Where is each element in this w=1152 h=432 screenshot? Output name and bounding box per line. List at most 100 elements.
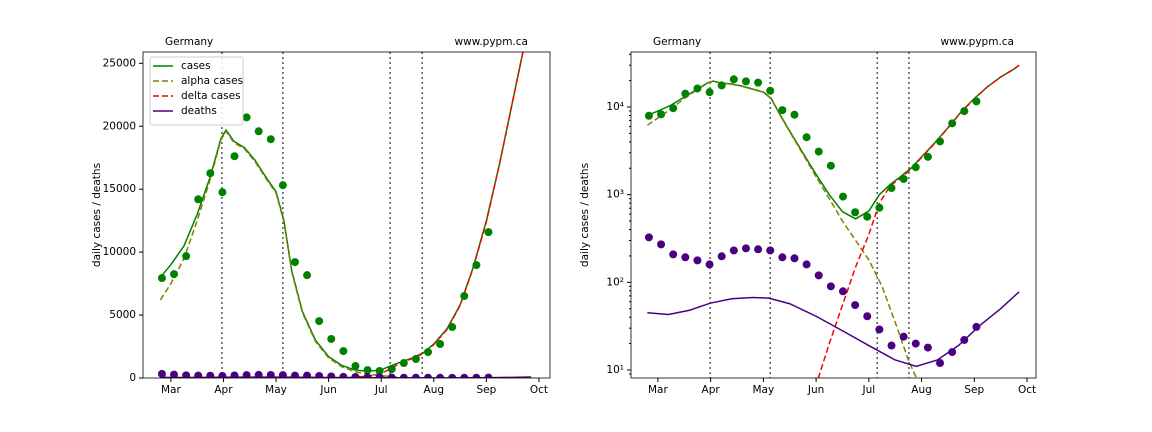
title-right: www.pypm.ca bbox=[941, 36, 1014, 48]
data-point bbox=[375, 366, 384, 375]
data-point bbox=[826, 282, 835, 291]
data-point bbox=[838, 287, 847, 296]
data-point bbox=[681, 89, 690, 98]
data-point bbox=[657, 110, 666, 119]
x-tick-label: Jun bbox=[807, 384, 824, 396]
y-tick-label: 10² bbox=[606, 276, 624, 288]
data-point bbox=[826, 161, 835, 170]
data-point bbox=[399, 373, 408, 378]
data-point bbox=[875, 203, 884, 212]
panel: Mar Apr May Jun Jul Aug Sep Oct 0 5000 10000 15000 2… bbox=[91, 36, 551, 396]
data-point bbox=[266, 135, 275, 144]
x-tick-label: Aug bbox=[424, 384, 445, 396]
data-point bbox=[911, 163, 920, 172]
data-point bbox=[327, 334, 336, 343]
data-point bbox=[363, 366, 372, 375]
data-point bbox=[436, 373, 445, 378]
series-line bbox=[646, 80, 918, 378]
data-point bbox=[802, 133, 811, 142]
data-point bbox=[741, 77, 750, 86]
legend-label: alpha cases bbox=[181, 75, 243, 87]
data-point bbox=[936, 359, 945, 368]
y-tick-label: 15000 bbox=[103, 183, 136, 195]
data-point bbox=[754, 245, 763, 254]
data-point bbox=[460, 292, 469, 301]
data-point bbox=[484, 373, 493, 378]
data-point bbox=[424, 348, 433, 357]
y-tick-label: 10⁴ bbox=[606, 101, 624, 113]
data-point bbox=[327, 372, 336, 378]
x-tick-label: Mar bbox=[648, 384, 668, 396]
data-point bbox=[387, 373, 396, 378]
data-point bbox=[729, 246, 738, 255]
data-point bbox=[351, 362, 360, 371]
y-tick-label: 0 bbox=[129, 372, 136, 384]
y-tick-label: 10000 bbox=[103, 246, 136, 258]
data-point bbox=[290, 371, 299, 378]
data-point bbox=[923, 152, 932, 161]
data-point bbox=[315, 317, 324, 326]
data-point bbox=[278, 181, 287, 190]
data-point bbox=[766, 246, 775, 255]
legend-label: deaths bbox=[181, 105, 217, 117]
data-point bbox=[206, 169, 215, 178]
data-point bbox=[960, 107, 969, 116]
data-point bbox=[838, 192, 847, 201]
title-left: Germany bbox=[165, 36, 213, 48]
legend-label: cases bbox=[181, 60, 211, 72]
data-point bbox=[887, 184, 896, 193]
x-tick-label: May bbox=[753, 384, 775, 396]
data-point bbox=[472, 373, 481, 378]
data-point bbox=[814, 271, 823, 280]
data-point bbox=[436, 340, 445, 349]
data-point bbox=[717, 252, 726, 261]
data-point bbox=[484, 228, 493, 237]
data-point bbox=[766, 86, 775, 95]
data-point bbox=[851, 301, 860, 310]
data-point bbox=[182, 371, 191, 378]
data-point bbox=[218, 371, 227, 378]
plot-area bbox=[157, 52, 532, 378]
data-point bbox=[351, 373, 360, 378]
x-tick-label: Jul bbox=[374, 384, 388, 396]
data-point bbox=[290, 258, 299, 267]
data-point bbox=[729, 75, 738, 84]
data-point bbox=[363, 373, 372, 378]
axes-frame bbox=[142, 51, 551, 379]
x-tick-label: Jul bbox=[861, 384, 875, 396]
data-point bbox=[693, 84, 702, 93]
data-point bbox=[448, 323, 457, 332]
data-point bbox=[972, 322, 981, 331]
data-point bbox=[644, 233, 653, 242]
data-point bbox=[242, 371, 251, 378]
x-tick-label: Apr bbox=[214, 384, 233, 396]
data-point bbox=[693, 256, 702, 265]
plot-area bbox=[644, 64, 1020, 378]
legend-label: delta cases bbox=[181, 90, 241, 102]
x-tick-label: Oct bbox=[1018, 384, 1036, 396]
series-line bbox=[159, 129, 432, 378]
series-line bbox=[330, 52, 524, 378]
x-tick-label: Sep bbox=[964, 384, 984, 396]
series-line bbox=[817, 64, 1020, 378]
data-point bbox=[206, 371, 215, 378]
data-point bbox=[911, 339, 920, 348]
data-point bbox=[705, 260, 714, 269]
data-point bbox=[899, 332, 908, 341]
data-point bbox=[157, 274, 166, 283]
y-axis-label: daily cases / deaths bbox=[91, 163, 103, 267]
data-point bbox=[375, 373, 384, 378]
data-point bbox=[790, 254, 799, 263]
data-point bbox=[657, 240, 666, 249]
data-point bbox=[754, 78, 763, 87]
data-point bbox=[170, 370, 179, 378]
data-point bbox=[448, 373, 457, 378]
data-point bbox=[157, 369, 166, 378]
data-point bbox=[182, 252, 191, 261]
data-point bbox=[411, 373, 420, 378]
x-tick-label: Oct bbox=[530, 384, 548, 396]
data-point bbox=[778, 253, 787, 262]
x-tick-label: Aug bbox=[911, 384, 932, 396]
data-point bbox=[681, 253, 690, 262]
